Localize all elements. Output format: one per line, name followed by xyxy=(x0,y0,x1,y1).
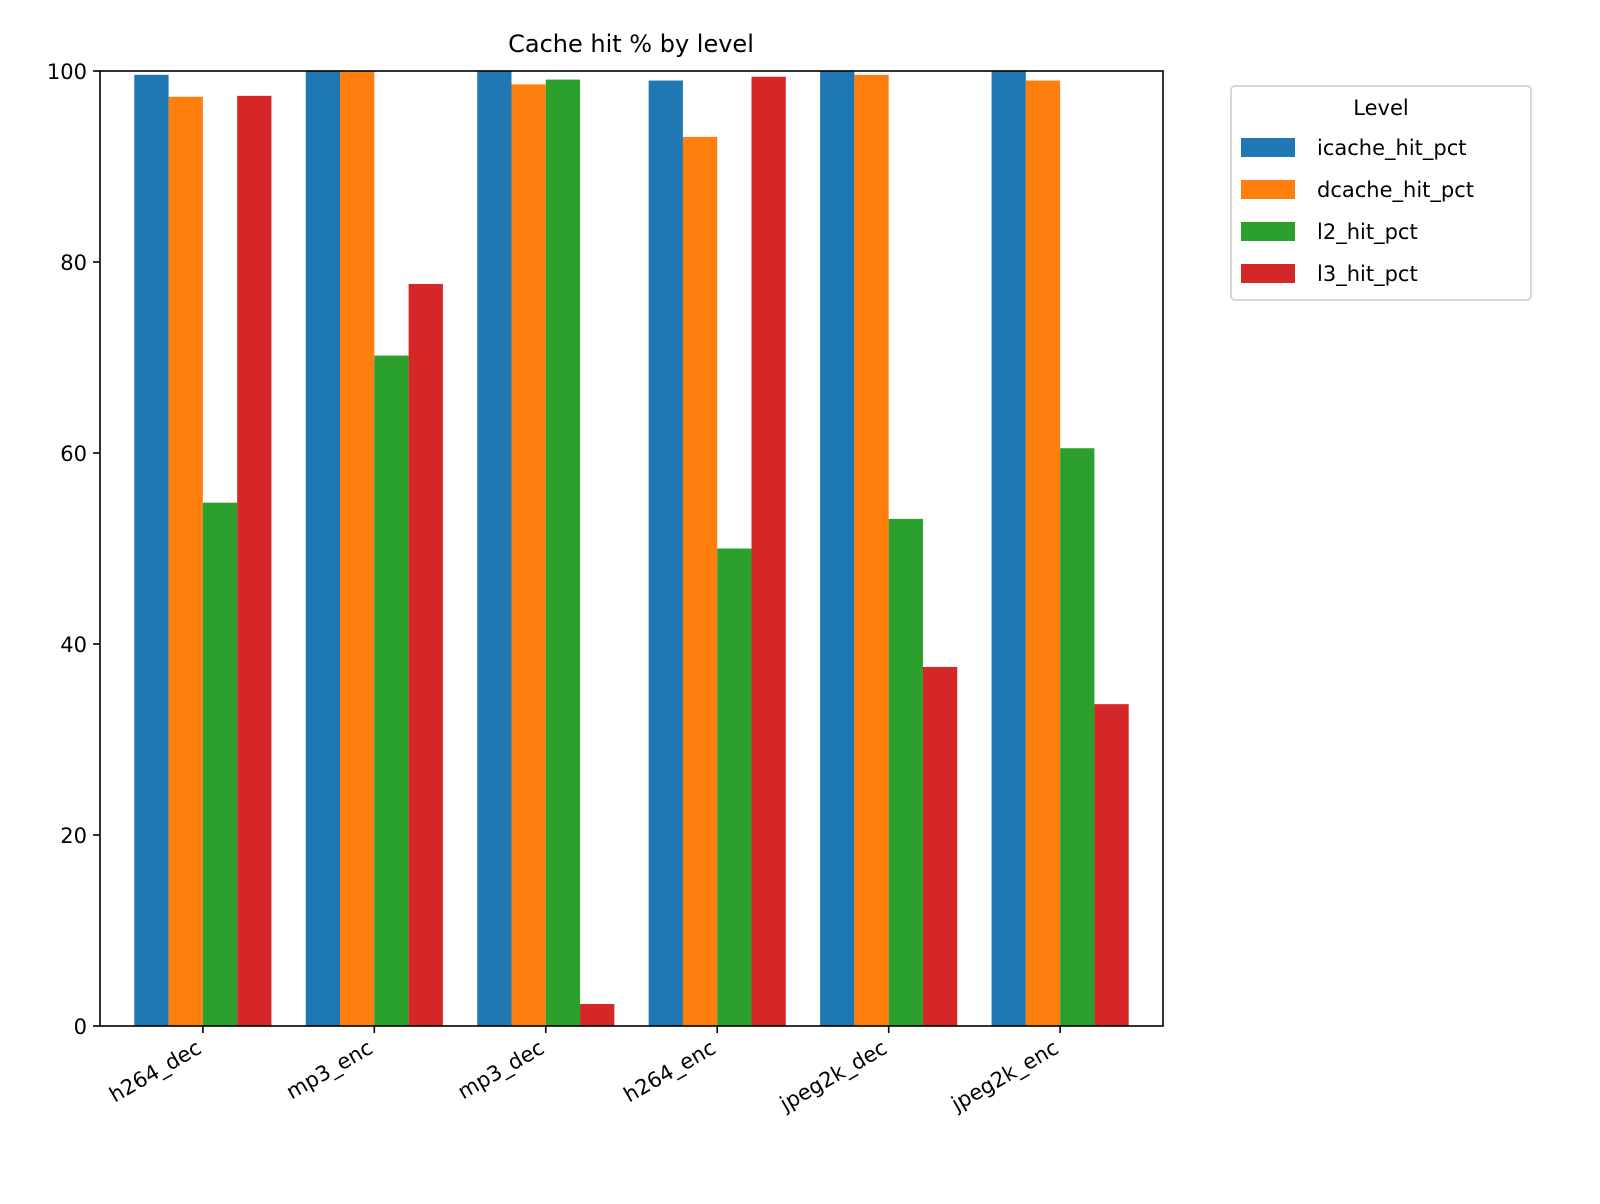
x-tick-label: h264_enc xyxy=(620,1036,721,1108)
bar-l2_hit_pct-h264_enc xyxy=(717,548,752,1026)
x-tick-label: mp3_dec xyxy=(454,1036,549,1105)
bar-icache_hit_pct-h264_enc xyxy=(648,80,683,1027)
legend-label-dcache_hit_pct: dcache_hit_pct xyxy=(1317,178,1474,203)
bars-layer xyxy=(134,71,1129,1027)
bar-dcache_hit_pct-mp3_dec xyxy=(511,84,546,1027)
y-tick-label: 80 xyxy=(60,251,87,275)
bar-l2_hit_pct-jpeg2k_dec xyxy=(888,518,923,1026)
legend-title: Level xyxy=(1353,96,1408,120)
bar-dcache_hit_pct-h264_enc xyxy=(682,136,718,1026)
legend-label-l3_hit_pct: l3_hit_pct xyxy=(1317,262,1418,287)
y-tick-label: 100 xyxy=(47,60,87,84)
plot-frame xyxy=(99,70,1164,1027)
legend: Level icache_hit_pct dcache_hit_pct l2_hit… xyxy=(1230,85,1532,301)
bar-dcache_hit_pct-jpeg2k_dec xyxy=(854,74,889,1026)
bar-l2_hit_pct-jpeg2k_enc xyxy=(1060,448,1095,1027)
x-tick-label: jpeg2k_dec xyxy=(775,1036,892,1118)
legend-swatch-icache_hit_pct xyxy=(1241,138,1295,157)
y-tick-label: 20 xyxy=(60,824,87,848)
legend-swatch-l2_hit_pct xyxy=(1241,222,1295,241)
bar-l3_hit_pct-mp3_dec xyxy=(580,1004,615,1026)
bar-l3_hit_pct-mp3_enc xyxy=(408,283,443,1027)
legend-swatch-l3_hit_pct xyxy=(1241,264,1295,283)
legend-label-icache_hit_pct: icache_hit_pct xyxy=(1317,136,1467,161)
legend-swatch-dcache_hit_pct xyxy=(1241,180,1295,199)
bar-icache_hit_pct-h264_dec xyxy=(134,74,169,1026)
bar-icache_hit_pct-mp3_enc xyxy=(305,71,341,1026)
x-tick-label: jpeg2k_enc xyxy=(947,1036,1064,1118)
bar-l2_hit_pct-mp3_enc xyxy=(374,355,409,1027)
chart-title: Cache hit % by level xyxy=(508,30,754,58)
bar-dcache_hit_pct-jpeg2k_enc xyxy=(1025,80,1061,1027)
bar-l3_hit_pct-jpeg2k_enc xyxy=(1094,704,1129,1026)
legend-frame xyxy=(1230,85,1532,301)
bar-dcache_hit_pct-mp3_enc xyxy=(340,71,375,1026)
bar-icache_hit_pct-mp3_dec xyxy=(477,71,512,1026)
bar-l2_hit_pct-h264_dec xyxy=(202,502,238,1026)
x-tick-label: h264_dec xyxy=(105,1036,206,1109)
legend-label-l2_hit_pct: l2_hit_pct xyxy=(1317,220,1418,245)
bar-dcache_hit_pct-h264_dec xyxy=(168,96,203,1026)
bar-l3_hit_pct-h264_enc xyxy=(751,76,786,1027)
bar-l2_hit_pct-mp3_dec xyxy=(545,79,581,1027)
bar-l3_hit_pct-jpeg2k_dec xyxy=(922,666,958,1026)
bar-icache_hit_pct-jpeg2k_enc xyxy=(991,71,1026,1026)
bar-l3_hit_pct-h264_dec xyxy=(237,95,272,1026)
x-tick-label: mp3_enc xyxy=(282,1036,377,1105)
y-tick-label: 40 xyxy=(60,633,87,657)
y-tick-label: 60 xyxy=(60,442,87,466)
y-tick-label: 0 xyxy=(74,1015,87,1039)
bar-icache_hit_pct-jpeg2k_dec xyxy=(820,71,855,1026)
